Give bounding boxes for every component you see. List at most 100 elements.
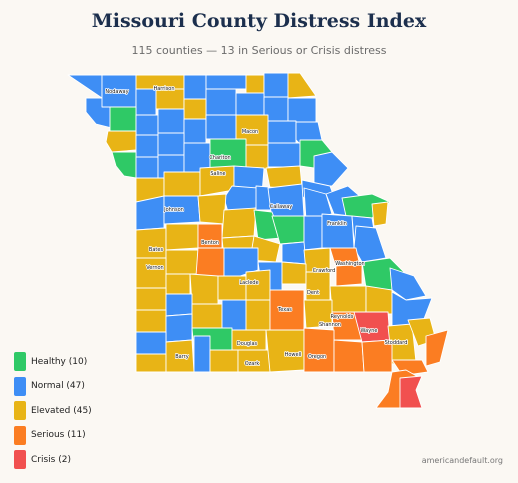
county-dekalb [135,114,159,136]
county-label-shannon: Shannon [319,322,341,328]
legend-swatch-crisis [14,450,26,469]
county-linn [205,114,237,140]
county-mercer [183,74,207,100]
county-barton [135,287,167,311]
county-cape-girardeau [389,267,427,301]
legend-item-serious: Serious (11) [14,424,92,447]
county-label-wayne: Wayne [361,328,378,334]
county-label-nodaway: Nodaway [105,89,128,95]
map-title: Missouri County Distress Index [91,10,427,32]
county-st-clair [165,249,199,275]
legend-swatch-serious [14,425,26,445]
county-label-crawford: Crawford [313,268,336,274]
county-label-bates: Bates [149,247,164,253]
county-phelps [281,261,307,285]
county-randolph [245,144,269,170]
legend-label-elevated: Elevated (45) [31,405,92,416]
map-subtitle: 115 counties — 13 in Serious or Crisis d… [131,44,387,57]
county-clinton [135,134,159,158]
county-lewis [287,97,317,123]
county-osage [271,215,305,245]
county-mcdonald [135,353,167,373]
county-shapes [67,72,449,409]
county-sullivan [205,88,237,116]
county-vernon [135,257,167,289]
county-taney [209,349,239,373]
county-st-louis [371,201,389,227]
county-ripley [333,339,365,373]
legend-swatch-normal [14,376,26,396]
county-clark [287,72,317,99]
county-bates [135,227,167,259]
county-livingston [183,118,207,144]
county-iron [335,263,363,287]
county-label-laclede: Laclede [239,280,258,286]
county-label-oregon: Oregon [308,354,326,360]
legend-label-normal: Normal (47) [31,381,85,391]
legend-item-normal: Normal (47) [14,375,92,398]
county-lawrence [165,313,193,343]
county-montgomery [303,187,333,221]
legend-item-elevated: Elevated (45) [14,399,92,422]
county-label-franklin: Franklin [327,221,347,227]
missouri-county-map: Nodaway Harrison Macon Chariton Saline Johnso… [67,72,449,409]
county-label-stoddard: Stoddard [385,340,408,346]
legend-item-healthy: Healthy (10) [14,350,92,373]
county-maries [281,241,307,265]
county-label-ozark: Ozark [245,361,260,367]
county-pike [313,151,349,187]
county-label-dent: Dent [307,290,319,296]
legend-label-healthy: Healthy (10) [31,356,88,367]
county-label-johnson: Johnson [163,207,184,213]
county-schuyler [245,74,265,96]
county-harrison [155,88,185,110]
county-caldwell [157,132,185,156]
county-gentry [135,88,157,116]
county-newton [135,331,167,355]
county-oregon [303,327,335,373]
county-platte [111,151,137,179]
county-polk [189,273,219,305]
county-scotland [263,72,289,98]
county-greene [191,303,223,329]
county-howell [265,329,305,373]
county-reynolds [329,285,367,313]
legend-label-crisis: Crisis (2) [31,454,71,465]
county-mississippi [425,329,449,367]
county-pettis [197,193,227,225]
county-grundy [183,98,207,120]
legend-swatch-elevated [14,401,26,420]
county-shannon [303,299,333,329]
county-madison [365,285,393,315]
county-clay [135,156,159,180]
county-andrew [109,106,137,132]
county-daviess [157,108,185,134]
county-label-barry: Barry [175,354,189,360]
county-label-reynolds: Reynolds [331,314,354,320]
county-monroe [267,142,301,168]
county-label-saline: Saline [210,171,225,177]
county-lafayette [163,171,201,197]
county-pemiscot [399,375,423,409]
county-labels: Nodaway Harrison Macon Chariton Saline Johnso… [105,85,409,368]
legend: Healthy (10) Normal (47) Elevated (45) S… [14,350,92,473]
county-label-vernon: Vernon [146,265,163,271]
county-label-macon: Macon [242,129,258,135]
county-stone [193,335,211,373]
county-dade [165,293,193,317]
county-gasconade [303,215,323,251]
county-label-chariton: Chariton [209,155,230,161]
county-cedar [165,273,191,297]
county-webster [221,299,247,331]
legend-swatch-healthy [14,352,26,371]
county-douglas [231,329,267,351]
county-label-texas: Texas [277,307,292,313]
county-label-benton: Benton [201,240,219,246]
county-shelby [267,120,297,144]
county-label-callaway: Callaway [270,204,293,210]
county-label-washington: Washington [335,261,364,267]
county-label-douglas: Douglas [237,341,258,347]
county-buchanan [105,130,137,153]
county-hickory [195,247,225,277]
county-wright [245,299,271,331]
